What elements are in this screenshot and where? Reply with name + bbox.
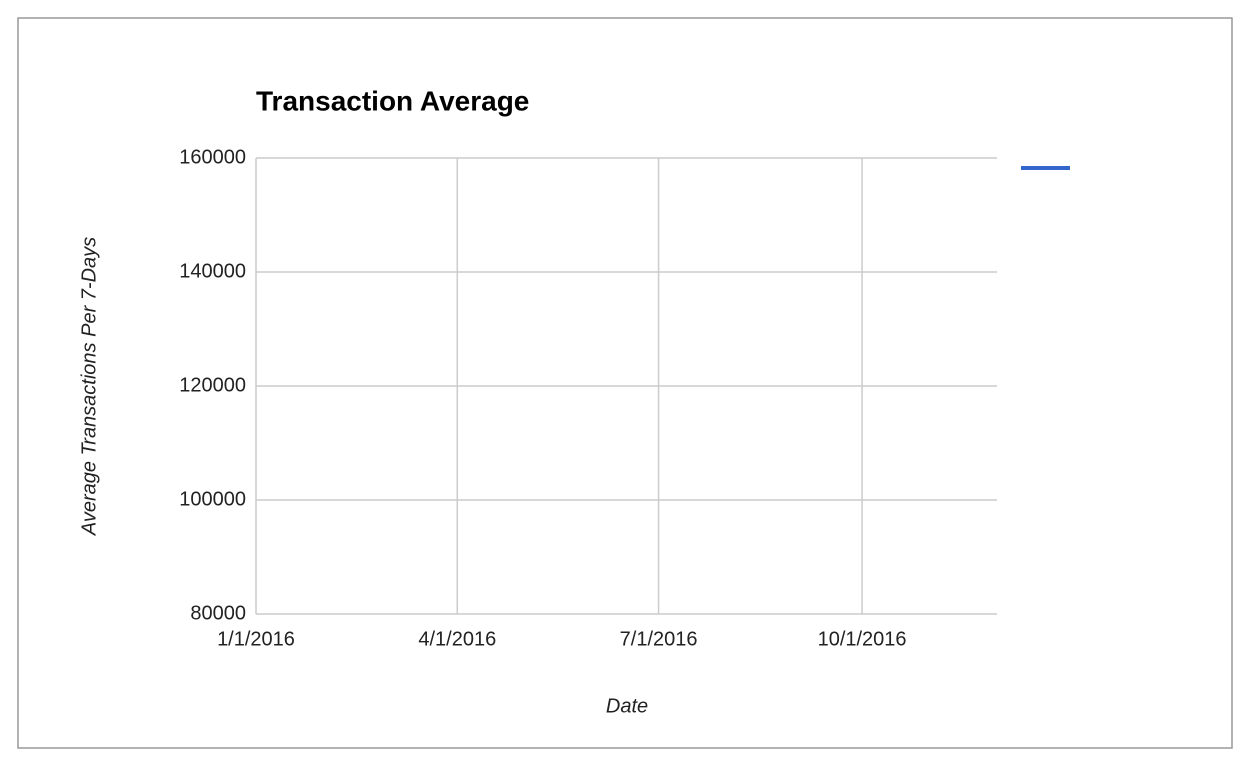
y-tick-label: 160000 (179, 146, 246, 168)
y-axis-label: Average Transactions Per 7-Days (78, 237, 100, 536)
y-tick-label: 140000 (179, 260, 246, 282)
x-tick-label: 1/1/2016 (217, 628, 295, 650)
frame (17, 17, 1233, 749)
x-tick-label: 4/1/2016 (418, 628, 496, 650)
y-tick-label: 120000 (179, 374, 246, 396)
x-axis-label: Date (606, 695, 648, 717)
y-tick-label: 80000 (190, 602, 246, 624)
x-tick-label: 7/1/2016 (620, 628, 698, 650)
chart-title: Transaction Average (256, 85, 529, 116)
x-tick-label: 10/1/2016 (818, 628, 907, 650)
y-tick-label: 100000 (179, 488, 246, 510)
